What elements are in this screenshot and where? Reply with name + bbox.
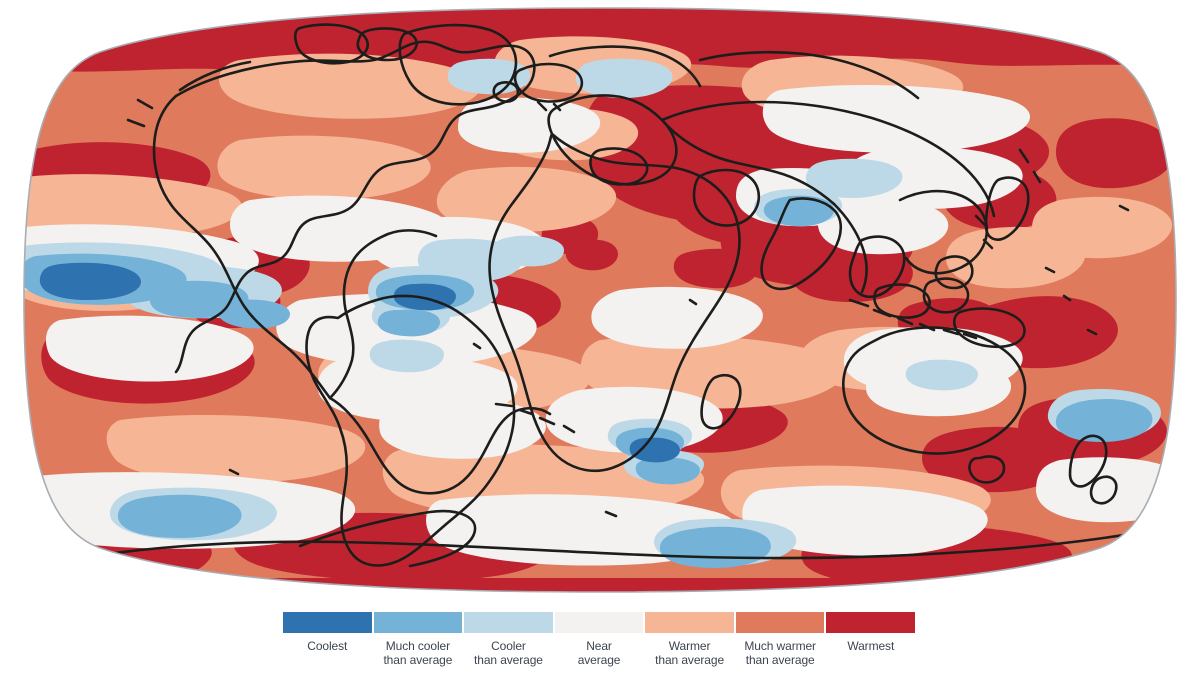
map-canvas xyxy=(23,7,1177,593)
legend-swatch-warmest xyxy=(826,612,916,633)
legend-label-cooler: Cooler than average xyxy=(474,639,543,667)
temperature-field xyxy=(24,8,1176,592)
legend-label-coolest: Coolest xyxy=(307,639,348,653)
legend-swatch-coolest xyxy=(283,612,372,633)
temperature-anomaly-legend: Coolest Much cooler than average Cooler … xyxy=(282,612,916,667)
legend-label-warmer: Warmer than average xyxy=(655,639,725,667)
legend-item-warmer[interactable]: Warmer than average xyxy=(644,612,735,667)
legend-item-much-warmer[interactable]: Much warmer than average xyxy=(735,612,826,667)
legend-swatch-cooler xyxy=(464,612,553,633)
world-temperature-anomaly-map xyxy=(23,7,1177,593)
legend-item-much-cooler[interactable]: Much cooler than average xyxy=(373,612,464,667)
legend-swatch-warmer xyxy=(645,612,734,633)
legend-item-cooler[interactable]: Cooler than average xyxy=(463,612,554,667)
legend-item-coolest[interactable]: Coolest xyxy=(282,612,373,654)
legend-swatch-much-warmer xyxy=(735,612,825,633)
coastlines xyxy=(38,23,1176,568)
legend-item-warmest[interactable]: Warmest xyxy=(825,612,916,654)
globe-outline xyxy=(23,7,1177,593)
legend-label-much-warmer: Much warmer than average xyxy=(744,639,816,667)
legend-label-much-cooler: Much cooler than average xyxy=(383,639,453,667)
legend-item-near-average[interactable]: Near average xyxy=(554,612,645,667)
legend-label-near-average: Near average xyxy=(577,639,621,667)
legend-label-warmest: Warmest xyxy=(847,639,895,653)
legend-swatch-near-average xyxy=(554,612,644,633)
legend-swatch-much-cooler xyxy=(373,612,463,633)
